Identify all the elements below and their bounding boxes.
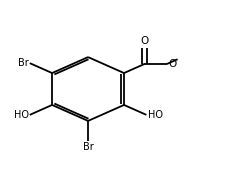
Text: HO: HO <box>14 110 28 120</box>
Text: O: O <box>140 36 148 46</box>
Text: HO: HO <box>147 110 162 120</box>
Text: Br: Br <box>18 58 28 68</box>
Text: Br: Br <box>82 142 93 152</box>
Text: O: O <box>167 59 175 69</box>
